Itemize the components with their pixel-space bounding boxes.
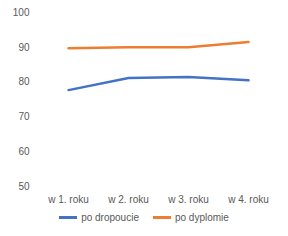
svg-text:80: 80 — [18, 76, 30, 87]
svg-text:50: 50 — [18, 181, 30, 192]
svg-text:w 1. roku: w 1. roku — [47, 194, 89, 205]
svg-text:70: 70 — [18, 111, 30, 122]
svg-text:90: 90 — [18, 42, 30, 53]
svg-text:60: 60 — [18, 146, 30, 157]
svg-text:w 3. roku: w 3. roku — [167, 194, 209, 205]
html-text:po dropoucie: po dropoucie — [81, 212, 139, 223]
html-text:po dyplomie: po dyplomie — [175, 212, 229, 223]
svg-text:w 4. roku: w 4. roku — [227, 194, 269, 205]
svg-text:100: 100 — [13, 7, 30, 18]
svg-text:w 2. roku: w 2. roku — [107, 194, 149, 205]
